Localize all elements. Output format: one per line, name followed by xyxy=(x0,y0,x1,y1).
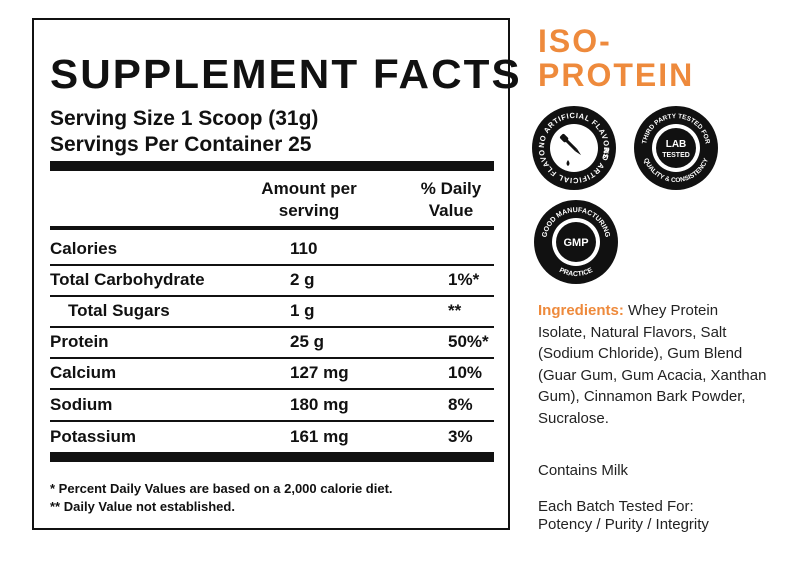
batch-line1: Each Batch Tested For: xyxy=(538,498,694,515)
row-name: Calories xyxy=(50,239,118,258)
header-dv-line2: Value xyxy=(428,201,474,220)
product-name: ISO- PROTEIN xyxy=(538,24,694,92)
footnote-percent-dv: * Percent Daily Values are based on a 2,… xyxy=(50,481,393,496)
badge-center-text: GMP xyxy=(563,237,588,249)
thick-divider-top xyxy=(50,161,494,171)
supplement-facts-panel: SUPPLEMENT FACTS Serving Size 1 Scoop (3… xyxy=(32,18,520,530)
row-dv: 10% xyxy=(448,363,483,382)
serving-size: Serving Size 1 Scoop (31g) xyxy=(50,107,319,130)
badge-center-text-1: LAB xyxy=(666,139,687,150)
header-daily-value: % Daily Value xyxy=(406,178,496,222)
servings-per-container: Servings Per Container 25 xyxy=(50,133,312,156)
row-dv: 3% xyxy=(448,427,473,446)
row-amount: 180 mg xyxy=(290,395,349,414)
row-divider xyxy=(50,357,494,359)
footnote-dv-not-established: ** Daily Value not established. xyxy=(50,499,235,514)
gmp-icon: GOOD MANUFACTURING PRACTICE GMP xyxy=(534,200,618,284)
row-divider xyxy=(50,326,494,328)
row-amount: 127 mg xyxy=(290,363,349,382)
row-amount: 25 g xyxy=(290,332,325,351)
row-dv: ** xyxy=(448,301,462,320)
row-name: Calcium xyxy=(50,363,117,382)
row-dv: 1%* xyxy=(448,270,480,289)
header-amount: Amount per serving xyxy=(244,178,374,222)
row-divider xyxy=(50,264,494,266)
row-name: Potassium xyxy=(50,427,136,446)
svg-text:PRACTICE: PRACTICE xyxy=(558,267,594,278)
row-amount: 1 g xyxy=(290,301,315,320)
badge-center-text-2: TESTED xyxy=(662,152,690,159)
row-dv: 8% xyxy=(448,395,473,414)
allergen-statement: Contains Milk xyxy=(538,462,629,479)
row-divider xyxy=(50,420,494,422)
product-name-line1: ISO- xyxy=(538,23,612,59)
lab-tested-icon: THIRD PARTY TESTED FOR QUALITY & CONSIST… xyxy=(634,106,718,190)
row-name: Sodium xyxy=(50,395,113,414)
badge-ring-text-bottom: PRACTICE xyxy=(558,267,594,278)
header-amount-line1: Amount per xyxy=(261,179,357,198)
row-name: Total Carbohydrate xyxy=(50,270,205,289)
row-divider xyxy=(50,295,494,297)
row-name: Protein xyxy=(50,332,109,351)
ingredients-block: Ingredients: Whey Protein Isolate, Natur… xyxy=(538,300,768,429)
thick-divider-bottom xyxy=(50,452,494,462)
ingredients-text: Whey Protein Isolate, Natural Flavors, S… xyxy=(538,302,767,427)
row-dv: 50%* xyxy=(448,332,489,351)
batch-testing-note: Each Batch Tested For: Potency / Purity … xyxy=(538,498,709,534)
facts-title: SUPPLEMENT FACTS xyxy=(50,51,522,97)
header-dv-line1: % Daily xyxy=(420,179,482,198)
header-amount-line2: serving xyxy=(278,201,340,220)
no-artificial-flavors-icon: NO ARTIFICIAL FLAVORS NO ARTIFICIAL FLAV… xyxy=(530,104,616,190)
ingredients-label: Ingredients: xyxy=(538,302,624,319)
row-amount: 2 g xyxy=(290,270,315,289)
row-amount: 161 mg xyxy=(290,427,349,446)
header-divider xyxy=(50,226,494,230)
row-amount: 110 xyxy=(290,239,318,258)
row-divider xyxy=(50,388,494,390)
batch-line2: Potency / Purity / Integrity xyxy=(538,516,709,533)
row-name: Total Sugars xyxy=(68,301,170,320)
product-name-line2: PROTEIN xyxy=(538,57,695,93)
